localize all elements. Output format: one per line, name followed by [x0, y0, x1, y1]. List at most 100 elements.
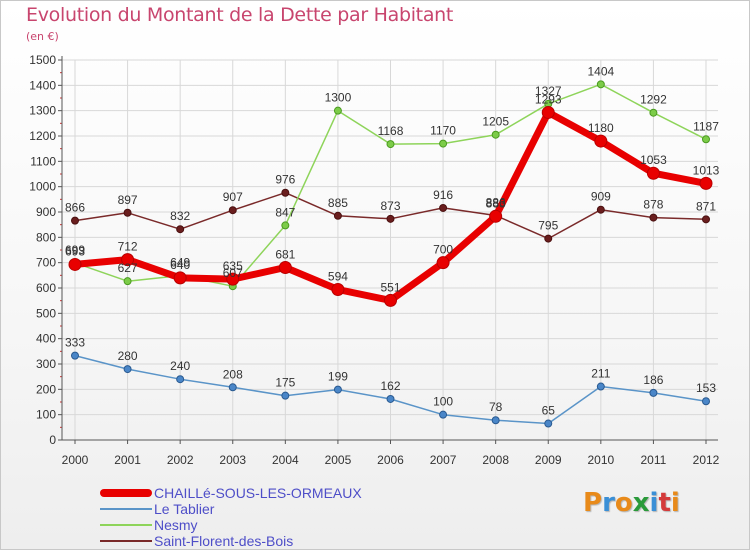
data-label: 907 — [223, 190, 243, 204]
data-label: 916 — [433, 188, 453, 202]
data-point — [649, 388, 658, 397]
data-label: 1053 — [640, 153, 667, 167]
data-point — [439, 410, 448, 419]
y-tick-label: 200 — [36, 382, 56, 396]
data-label: 162 — [380, 379, 400, 393]
data-label: 186 — [643, 373, 663, 387]
y-tick-label: 0 — [49, 433, 56, 447]
data-point — [436, 256, 450, 270]
data-point — [596, 80, 605, 89]
logo-letter: P — [583, 488, 603, 518]
data-label: 866 — [65, 201, 85, 215]
data-point — [491, 416, 500, 425]
data-label: 333 — [65, 336, 85, 350]
data-label: 100 — [433, 395, 453, 409]
data-label: 883 — [486, 196, 506, 210]
data-point — [699, 176, 713, 190]
data-label: 886 — [486, 196, 506, 210]
data-point — [173, 271, 187, 285]
data-label: 909 — [591, 190, 611, 204]
y-tick-label: 400 — [36, 332, 56, 346]
y-tick-label: 300 — [36, 357, 56, 371]
chart-subtitle: (en €) — [26, 30, 59, 43]
data-label: 976 — [275, 173, 295, 187]
y-tick-label: 1300 — [29, 104, 56, 118]
data-label: 1292 — [640, 93, 667, 107]
data-label: 832 — [170, 209, 190, 223]
chart-title: Evolution du Montant de la Dette par Hab… — [26, 4, 454, 26]
data-label: 640 — [170, 258, 190, 272]
legend-swatch-le-tablier — [100, 508, 152, 510]
data-point — [384, 293, 397, 307]
data-label: 78 — [489, 400, 503, 414]
data-point — [71, 351, 79, 360]
data-point — [594, 134, 608, 148]
data-label: 635 — [223, 259, 243, 273]
data-point — [702, 135, 710, 144]
data-label: 693 — [65, 244, 85, 258]
data-point — [281, 391, 290, 400]
data-point — [228, 383, 237, 392]
data-label: 199 — [328, 370, 348, 384]
data-point — [226, 272, 240, 286]
x-tick-label: 2006 — [377, 453, 404, 467]
data-point — [123, 277, 132, 286]
data-label: 551 — [380, 280, 400, 294]
proxiti-logo: Proxiti — [583, 488, 680, 518]
data-point — [281, 221, 290, 230]
x-tick-label: 2008 — [482, 453, 509, 467]
logo-letter: i — [670, 488, 680, 518]
data-point — [386, 394, 395, 403]
data-point — [439, 203, 448, 212]
y-tick-label: 1400 — [29, 78, 56, 92]
y-tick-label: 800 — [36, 230, 56, 244]
legend-swatch-saint-florent — [100, 540, 152, 542]
x-tick-label: 2000 — [62, 453, 89, 467]
x-tick-label: 2007 — [430, 453, 457, 467]
data-label: 1404 — [587, 64, 614, 78]
data-label: 65 — [542, 404, 556, 418]
data-label: 878 — [643, 198, 663, 212]
data-point — [544, 234, 553, 243]
data-label: 1180 — [588, 121, 614, 135]
data-label: 240 — [170, 359, 190, 373]
data-point — [386, 214, 395, 223]
data-label: 871 — [696, 199, 716, 213]
data-point — [649, 108, 658, 117]
y-tick-label: 1200 — [29, 129, 56, 143]
data-label: 1168 — [378, 124, 404, 138]
data-label: 594 — [328, 270, 348, 284]
data-label: 897 — [118, 193, 138, 207]
x-tick-label: 2009 — [535, 453, 562, 467]
data-label: 1300 — [325, 91, 352, 105]
x-tick-label: 2010 — [587, 453, 614, 467]
legend-label-saint-florent: Saint-Florent-des-Bois — [154, 533, 294, 549]
data-label: 280 — [118, 349, 138, 363]
data-label: 795 — [538, 219, 558, 233]
data-label: 873 — [380, 199, 400, 213]
x-tick-label: 2004 — [272, 453, 299, 467]
data-point — [278, 260, 292, 274]
data-point — [333, 106, 342, 115]
data-label: 649 — [170, 256, 190, 270]
data-label: 700 — [433, 243, 453, 257]
y-tick-label: 700 — [36, 256, 56, 270]
data-label: 1327 — [535, 84, 562, 98]
legend-label-le-tablier: Le Tablier — [154, 501, 215, 517]
logo-letter: i — [649, 488, 659, 518]
x-tick-label: 2003 — [219, 453, 246, 467]
y-tick-label: 600 — [36, 281, 56, 295]
data-point — [333, 211, 342, 220]
legend-label-chaille: CHAILLé-SOUS-LES-ORMEAUX — [154, 485, 362, 501]
data-point — [176, 375, 185, 384]
data-point — [71, 216, 79, 225]
data-point — [541, 105, 555, 119]
data-point — [439, 139, 448, 148]
data-point — [702, 397, 710, 406]
data-label: 627 — [118, 261, 138, 275]
data-label: 175 — [275, 376, 295, 390]
y-tick-label: 100 — [36, 408, 56, 422]
data-point — [489, 209, 503, 223]
data-label: 208 — [223, 367, 243, 381]
